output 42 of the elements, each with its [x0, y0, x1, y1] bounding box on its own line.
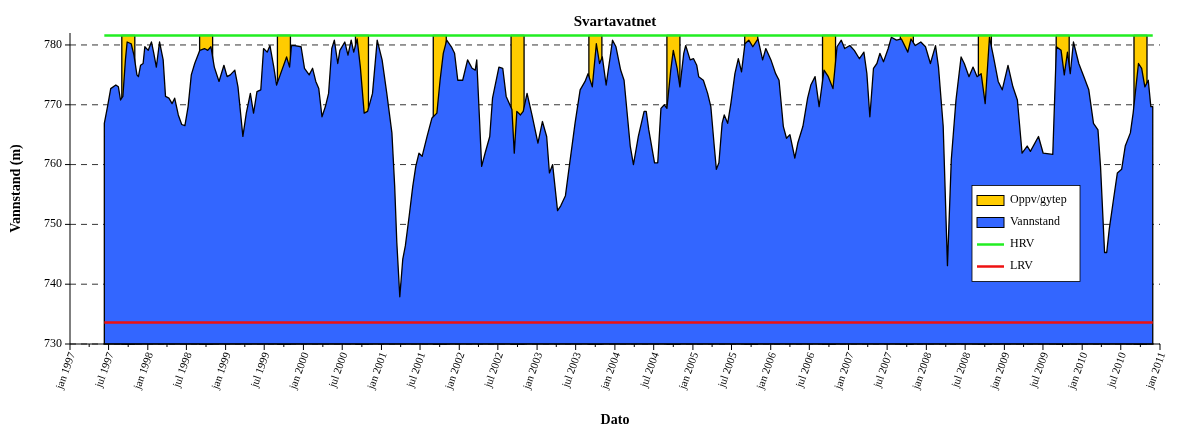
x-tick-label: jul 2001 [403, 350, 428, 390]
chart-title: Svartavatnet [573, 13, 657, 29]
x-tick-label: jan 2006 [753, 349, 779, 392]
x-tick-label: jul 1997 [91, 349, 117, 390]
x-tick-label: jan 1998 [130, 349, 156, 392]
x-tick-label: jul 2008 [948, 349, 973, 390]
y-axis-title: Vannstand (m) [8, 143, 24, 233]
y-tick-label: 740 [44, 275, 62, 290]
y-tick-label: 730 [44, 335, 62, 350]
x-tick-label: jul 2004 [636, 349, 662, 390]
y-tick-label: 760 [44, 156, 62, 171]
x-tick-label: jan 2009 [986, 349, 1012, 392]
x-tick-label: jan 2010 [1064, 349, 1090, 392]
x-tick-label: jan 2001 [364, 350, 389, 392]
x-tick-label: jul 2005 [714, 349, 739, 390]
x-axis-title: Dato [600, 412, 630, 427]
x-tick-label: jan 1997 [52, 349, 78, 392]
x-tick-label: jul 2009 [1026, 349, 1051, 390]
x-tick-label: jan 2002 [441, 350, 467, 392]
series-label: Vannstand [1010, 214, 1060, 229]
x-tick-label: jan 2007 [831, 349, 856, 392]
x-tick-label: jan 2011 [1142, 350, 1168, 391]
legend-label: HRV [1010, 236, 1035, 251]
legend-label: LRV [1010, 258, 1034, 273]
x-tick-label: jan 2000 [286, 349, 311, 392]
x-tick-label: jul 2006 [792, 349, 817, 390]
x-tick-label: jul 1998 [169, 349, 194, 390]
y-tick-label: 770 [44, 96, 62, 111]
x-tick-label: jan 2008 [908, 349, 934, 392]
x-tick-label: jul 2010 [1103, 349, 1129, 390]
x-tick-label: jul 2002 [481, 350, 506, 390]
y-tick-label: 780 [44, 36, 62, 51]
x-tick-label: jan 2003 [519, 349, 545, 392]
x-tick-label: jul 2007 [870, 349, 895, 390]
y-tick-label: 750 [44, 216, 62, 231]
x-tick-label: jul 1999 [247, 349, 272, 390]
x-tick-label: jan 1999 [208, 349, 234, 392]
x-tick-label: jul 2003 [558, 349, 584, 390]
x-tick-label: jan 2005 [675, 349, 701, 392]
x-tick-label: jan 2004 [597, 349, 623, 392]
x-tick-label: jul 2000 [325, 349, 350, 390]
legend-label: Oppv/gytep [1010, 192, 1067, 207]
